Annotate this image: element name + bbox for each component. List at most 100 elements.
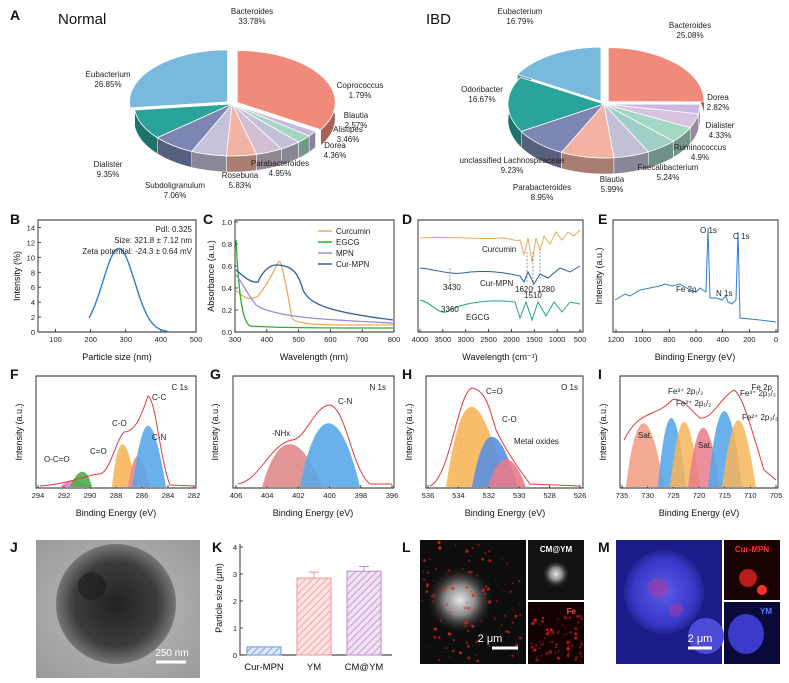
signal-dot: [485, 585, 488, 588]
peak-label: 1280: [537, 285, 555, 294]
signal-dot: [574, 658, 577, 661]
pie-value: 9.23%: [501, 166, 524, 175]
y-tick-label: 14: [27, 223, 35, 232]
y-tick-label: 8: [31, 268, 35, 277]
x-axis-label: Particle size (nm): [82, 352, 152, 362]
signal-dot: [566, 647, 570, 651]
signal-dot: [457, 583, 459, 585]
x-axis-label: Wavelength (nm): [280, 352, 348, 362]
n1s-label: N 1s: [716, 289, 732, 298]
x-tick-label: 600: [690, 335, 703, 344]
scale-bar-label: 2 μm: [688, 633, 713, 645]
x-axis-label: Binding Energy (eV): [655, 352, 736, 362]
pie-label: Bacteroides: [231, 7, 273, 16]
signal-dot: [455, 544, 457, 546]
y-tick-label: 3: [233, 570, 237, 579]
pie-value: 2.57%: [345, 121, 368, 130]
c-c-label: C-C: [152, 393, 166, 402]
signal-dot: [495, 579, 497, 582]
signal-dot: [554, 651, 557, 654]
inset-cell-glow: [542, 560, 570, 588]
x-tick-label: 530: [513, 491, 526, 500]
signal-dot: [555, 646, 557, 649]
signal-dot: [541, 616, 545, 620]
nhx-label: -NHx: [272, 429, 290, 438]
signal-dot: [578, 645, 582, 649]
signal-dot: [561, 624, 564, 627]
signal-dot: [431, 600, 434, 603]
signal-dot: [575, 655, 579, 659]
signal-dot: [438, 545, 440, 548]
pie-label: Blautia: [600, 175, 625, 184]
x-axis-label: Wavelength (cm⁻¹): [462, 352, 537, 362]
signal-dot: [466, 607, 468, 609]
peak-sat-1: [626, 423, 664, 487]
fluorescence-image-m: 2 μm Cur-MPN YM: [616, 540, 780, 664]
y-tick-label: 12: [27, 238, 35, 247]
x-tick-label: 292: [58, 491, 71, 500]
pie-value: 8.95%: [531, 193, 554, 202]
c-o-label: C-O: [112, 419, 127, 428]
peak-c-o-double: [70, 471, 92, 487]
peak-c-c: [132, 425, 166, 487]
signal-dot: [451, 586, 455, 591]
pie-value: 5.83%: [229, 181, 252, 190]
signal-dot: [462, 567, 465, 570]
panel-l-label: L: [402, 539, 411, 555]
signal-dot: [514, 614, 518, 618]
pie-value: 25.08%: [676, 31, 703, 40]
x-tick-label: 725: [667, 491, 680, 500]
legend-label: EGCG: [336, 238, 360, 247]
signal-dot: [503, 590, 505, 593]
xps-fe2p-chart: 735 730 725 720 715 710 705 Fe 2p Sat. Sat. Fe…: [598, 375, 782, 518]
signal-dot: [567, 652, 569, 655]
signal-dot: [545, 652, 549, 656]
pie-value: 16.67%: [468, 95, 495, 104]
x-tick-label: 398: [355, 491, 368, 500]
signal-dot: [515, 643, 518, 647]
signal-dot: [465, 586, 469, 589]
panel-g-label: G: [210, 366, 221, 382]
x-tick-label: 1000: [634, 335, 651, 344]
signal-dot: [429, 558, 432, 561]
x-tick-label: 406: [230, 491, 243, 500]
signal-dot: [519, 614, 522, 617]
pie-slice: [507, 76, 606, 132]
signal-dot: [451, 649, 455, 653]
signal-dot: [540, 619, 544, 624]
signal-dot: [477, 543, 480, 546]
signal-dot: [549, 628, 552, 631]
signal-dot: [449, 611, 451, 613]
signal-dot: [569, 616, 572, 620]
signal-dot: [471, 547, 474, 550]
signal-dot: [487, 550, 491, 553]
x-tick-label: 500: [574, 335, 587, 344]
x-tick-label: 3500: [435, 335, 452, 344]
pie-ibd-title: IBD: [426, 11, 451, 28]
zeta-text: Zeta potential: -24.3 ± 0.64 mV: [82, 247, 192, 256]
signal-dot: [511, 621, 514, 624]
x-tick-label: 282: [188, 491, 201, 500]
panel-e-label: E: [598, 211, 607, 227]
signal-dot: [555, 643, 558, 646]
axis-frame: [612, 219, 779, 333]
x-axis-label: Binding Energy (eV): [659, 508, 740, 518]
signal-dot: [480, 620, 483, 623]
signal-dot: [471, 593, 475, 597]
bar: [296, 577, 332, 656]
ftir-cur-mpn: [419, 265, 581, 286]
bar: [246, 646, 282, 656]
signal-dot: [580, 655, 583, 658]
signal-dot: [481, 588, 486, 592]
curcumin-line: [235, 260, 394, 326]
x-tick-label: 2000: [503, 335, 520, 344]
fe3-2p32-label: Fe³⁺ 2p₃/₂: [740, 389, 776, 398]
signal-dot: [551, 641, 554, 643]
signal-dot: [545, 632, 550, 636]
category-label: Cur-MPN: [244, 662, 284, 673]
x-tick-label: 286: [136, 491, 149, 500]
signal-dot: [467, 645, 470, 648]
inset-label: Cur-MPN: [735, 545, 769, 554]
signal-dot: [512, 609, 514, 611]
category-label: CM@YM: [345, 662, 384, 673]
